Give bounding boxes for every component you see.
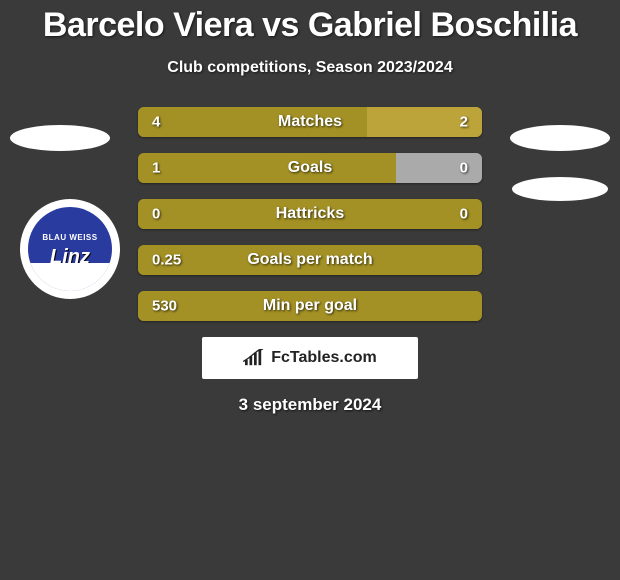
watermark: FcTables.com (202, 337, 418, 379)
stat-value-right: 0 (460, 206, 468, 223)
stat-label: Goals per match (247, 251, 372, 269)
club-badge-top-text: BLAU WEISS (42, 233, 97, 242)
stat-value-left: 0 (152, 206, 160, 223)
stat-label: Hattricks (276, 205, 344, 223)
stat-row: 530 Min per goal (138, 291, 482, 321)
comparison-content: BLAU WEISS Linz 4 2 Matches 1 0 Goals 0 0 Hattri… (0, 107, 620, 415)
stat-value-right: 2 (460, 114, 468, 131)
stat-label: Goals (288, 159, 332, 177)
stat-value-left: 4 (152, 114, 160, 131)
stat-value-right: 0 (460, 160, 468, 177)
subtitle: Club competitions, Season 2023/2024 (0, 59, 620, 77)
stat-label: Matches (278, 113, 342, 131)
stat-rows: 4 2 Matches 1 0 Goals 0 0 Hattricks 0.25 Goals per… (138, 107, 482, 321)
club-badge-icon: BLAU WEISS Linz (28, 207, 112, 291)
stat-row: 0.25 Goals per match (138, 245, 482, 275)
stat-row: 4 2 Matches (138, 107, 482, 137)
stat-label: Min per goal (263, 297, 357, 315)
stat-row: 0 0 Hattricks (138, 199, 482, 229)
player-left-avatar-placeholder (10, 125, 110, 151)
stat-value-left: 530 (152, 298, 177, 315)
stat-row: 1 0 Goals (138, 153, 482, 183)
player-right-avatar-placeholder (510, 125, 610, 151)
stat-bar-left (138, 153, 396, 183)
player-left-club-badge: BLAU WEISS Linz (20, 199, 120, 299)
player-right-club-placeholder (512, 177, 608, 201)
club-badge-main-text: Linz (50, 246, 90, 269)
page-title: Barcelo Viera vs Gabriel Boschilia (0, 0, 620, 45)
bar-chart-icon (243, 349, 265, 367)
stat-value-left: 1 (152, 160, 160, 177)
date-text: 3 september 2024 (10, 395, 610, 415)
stat-bar-right (396, 153, 482, 183)
stat-value-left: 0.25 (152, 252, 181, 269)
watermark-text: FcTables.com (271, 349, 377, 367)
